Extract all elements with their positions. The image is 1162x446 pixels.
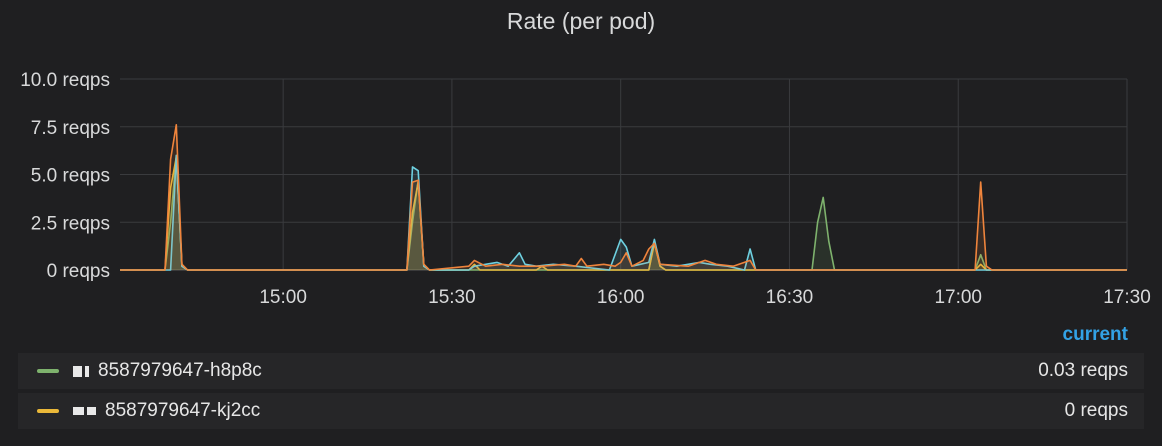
x-tick-label: 15:30 xyxy=(428,287,476,308)
legend-current-value: 0 reqps xyxy=(1064,400,1128,421)
series-area-2 xyxy=(120,155,1127,270)
redacted-prefix xyxy=(73,365,92,377)
redacted-prefix xyxy=(73,407,99,415)
legend-series-name[interactable]: 8587979647-h8p8c xyxy=(98,360,262,381)
rate-chart: 0 reqps 2.5 reqps 5.0 reqps 7.5 reqps 10.0 r… xyxy=(20,70,1151,308)
panel-title: Rate (per pod) xyxy=(506,8,656,34)
x-tick-label: 17:30 xyxy=(1103,287,1151,308)
legend-current-header[interactable]: current xyxy=(1062,324,1128,345)
legend-series-name[interactable]: 8587979647-kj2cc xyxy=(105,400,261,421)
legend-row-h8p8c[interactable]: 8587979647-h8p8c 0.03 reqps xyxy=(18,353,1144,389)
x-tick-label: 16:30 xyxy=(766,287,814,308)
legend-row-kj2cc[interactable]: 8587979647-kj2cc 0 reqps xyxy=(18,393,1144,429)
x-tick-label: 16:00 xyxy=(597,287,645,308)
x-tick-label: 17:00 xyxy=(934,287,982,308)
legend-current-value: 0.03 reqps xyxy=(1038,360,1128,381)
series-line-3 xyxy=(120,124,1127,271)
y-tick-label: 2.5 reqps xyxy=(31,213,110,234)
y-tick-label: 10.0 reqps xyxy=(20,70,110,91)
y-tick-label: 7.5 reqps xyxy=(31,118,110,139)
y-tick-label: 0 reqps xyxy=(47,261,110,282)
legend-swatch-green[interactable] xyxy=(37,369,59,373)
x-tick-label: 15:00 xyxy=(259,287,307,308)
y-tick-label: 5.0 reqps xyxy=(31,166,110,187)
legend-swatch-yellow[interactable] xyxy=(37,409,59,413)
